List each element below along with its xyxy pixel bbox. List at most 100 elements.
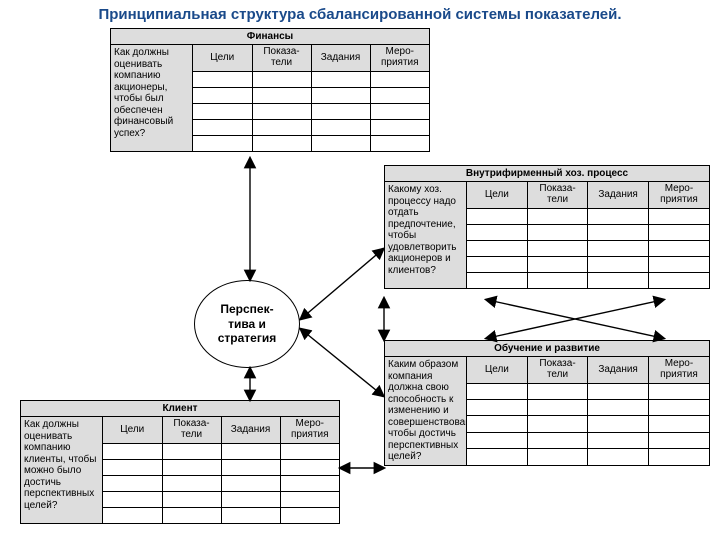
cell <box>193 87 252 103</box>
col-header: Цели <box>103 417 162 443</box>
cell <box>280 459 339 475</box>
cell <box>370 119 429 135</box>
cell <box>588 208 649 224</box>
cell <box>103 507 162 523</box>
block-question: Как должны оценивать компанию акционеры,… <box>111 45 193 151</box>
block-question: Какому хоз. процессу надо отдать предпоч… <box>385 182 467 288</box>
arrow <box>302 330 382 395</box>
col-header: Показа-тели <box>527 182 588 208</box>
cell <box>467 432 527 448</box>
cell <box>527 432 588 448</box>
cell <box>527 256 588 272</box>
cell <box>370 103 429 119</box>
client-block: КлиентКак должны оценивать компанию клие… <box>20 400 340 524</box>
col-header: Цели <box>193 45 252 71</box>
cell <box>221 475 280 491</box>
cell <box>588 416 649 432</box>
cell <box>103 459 162 475</box>
block-header: Внутрифирменный хоз. процесс <box>385 166 709 182</box>
col-header: Задания <box>311 45 370 71</box>
cell <box>252 71 311 87</box>
cell <box>648 256 709 272</box>
cell <box>467 416 527 432</box>
cell <box>588 224 649 240</box>
cell <box>648 400 709 416</box>
cell <box>588 383 649 399</box>
cell <box>588 272 649 288</box>
cell <box>280 491 339 507</box>
block-table: ЦелиПоказа-телиЗаданияМеро-приятия <box>193 45 429 151</box>
cell <box>588 432 649 448</box>
cell <box>252 119 311 135</box>
cell <box>103 491 162 507</box>
col-header: Цели <box>467 182 527 208</box>
col-header: Задания <box>588 357 649 383</box>
cell <box>311 87 370 103</box>
cell <box>467 256 527 272</box>
page-title: Принципиальная структура сбалансированно… <box>0 6 720 23</box>
cell <box>370 71 429 87</box>
cell <box>252 103 311 119</box>
cell <box>193 71 252 87</box>
cell <box>467 272 527 288</box>
cell <box>193 119 252 135</box>
cell <box>221 507 280 523</box>
cell <box>162 443 221 459</box>
cell <box>588 240 649 256</box>
cell <box>162 459 221 475</box>
block-table: ЦелиПоказа-телиЗаданияМеро-приятия <box>467 357 709 465</box>
cell <box>527 400 588 416</box>
cell <box>103 443 162 459</box>
block-header: Клиент <box>21 401 339 417</box>
cell <box>648 448 709 464</box>
block-question: Как должны оценивать компанию клиенты, ч… <box>21 417 103 523</box>
finance-block: ФинансыКак должны оценивать компанию акц… <box>110 28 430 152</box>
block-header: Финансы <box>111 29 429 45</box>
cell <box>280 475 339 491</box>
cell <box>162 475 221 491</box>
cell <box>588 448 649 464</box>
block-question: Каким образом компания должна свою спосо… <box>385 357 467 465</box>
cell <box>311 71 370 87</box>
learning-block: Обучение и развитиеКаким образом компани… <box>384 340 710 466</box>
cell <box>221 491 280 507</box>
cell <box>648 272 709 288</box>
col-header: Задания <box>588 182 649 208</box>
cell <box>588 400 649 416</box>
cell <box>252 135 311 151</box>
cell <box>311 103 370 119</box>
col-header: Задания <box>221 417 280 443</box>
cell <box>193 103 252 119</box>
col-header: Меро-приятия <box>648 182 709 208</box>
arrow <box>302 250 382 318</box>
cell <box>648 240 709 256</box>
cell <box>527 416 588 432</box>
cell <box>252 87 311 103</box>
cell <box>162 491 221 507</box>
cell <box>280 507 339 523</box>
cell <box>648 416 709 432</box>
cell <box>467 224 527 240</box>
col-header: Меро-приятия <box>370 45 429 71</box>
cell <box>370 135 429 151</box>
col-header: Показа-тели <box>527 357 588 383</box>
cell <box>280 443 339 459</box>
center-label: Перспек-тива истратегия <box>218 302 276 345</box>
cell <box>527 208 588 224</box>
cell <box>527 448 588 464</box>
col-header: Показа-тели <box>162 417 221 443</box>
block-table: ЦелиПоказа-телиЗаданияМеро-приятия <box>103 417 339 523</box>
cell <box>527 224 588 240</box>
cell <box>370 87 429 103</box>
cell <box>648 432 709 448</box>
cell <box>648 224 709 240</box>
arrow <box>488 300 662 338</box>
process-block: Внутрифирменный хоз. процессКакому хоз. … <box>384 165 710 289</box>
block-table: ЦелиПоказа-телиЗаданияМеро-приятия <box>467 182 709 288</box>
cell <box>467 400 527 416</box>
cell <box>221 443 280 459</box>
cell <box>648 208 709 224</box>
cell <box>467 208 527 224</box>
col-header: Цели <box>467 357 527 383</box>
cell <box>648 383 709 399</box>
